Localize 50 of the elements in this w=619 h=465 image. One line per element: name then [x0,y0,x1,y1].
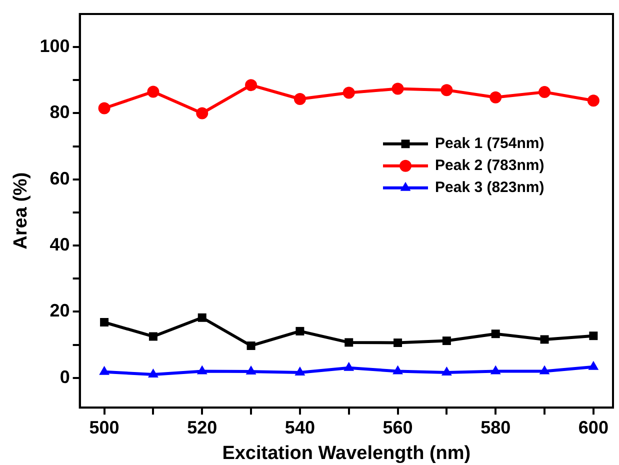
x-tick-label: 600 [578,417,608,438]
point [344,338,354,347]
point [246,366,256,375]
point [394,338,402,348]
point [246,342,256,350]
point [342,86,355,99]
legend-label: Peak 2 (783nm) [435,157,544,174]
point [147,86,160,98]
point [491,330,500,338]
point [98,102,110,114]
point [392,365,403,374]
point [245,79,258,92]
point [148,332,158,341]
point [440,84,453,96]
point [99,366,110,375]
point [196,107,208,120]
point [196,365,208,374]
point [539,365,550,374]
x-tick-label: 560 [382,417,413,438]
y-tick-label: 0 [60,366,70,387]
point [589,332,598,340]
point [538,86,551,98]
y-tick-label: 20 [50,300,70,321]
point [198,313,206,322]
point [392,82,404,95]
point [441,366,452,376]
point [296,326,304,336]
legend-label: Peak 3 (823nm) [435,179,544,196]
point [344,362,354,371]
point [490,91,502,104]
y-axis-title: Area (%) [10,172,32,250]
point [100,318,109,327]
point [442,336,451,346]
x-tick-label: 520 [187,417,218,438]
point [490,365,501,374]
y-tick-label: 60 [50,168,70,188]
x-axis-title: Excitation Wavelength (nm) [222,442,471,464]
point [540,335,549,344]
point [294,366,306,376]
point [294,93,306,106]
x-tick-label: 500 [89,417,120,438]
y-tick-label: 100 [40,36,70,56]
x-tick-label: 580 [480,417,511,438]
point [148,368,158,378]
y-tick-label: 40 [50,234,70,254]
point [588,360,599,370]
legend-label: Peak 1 (754nm) [435,135,544,152]
point [587,94,600,107]
x-tick-label: 540 [284,417,315,438]
y-tick-label: 80 [50,102,70,122]
